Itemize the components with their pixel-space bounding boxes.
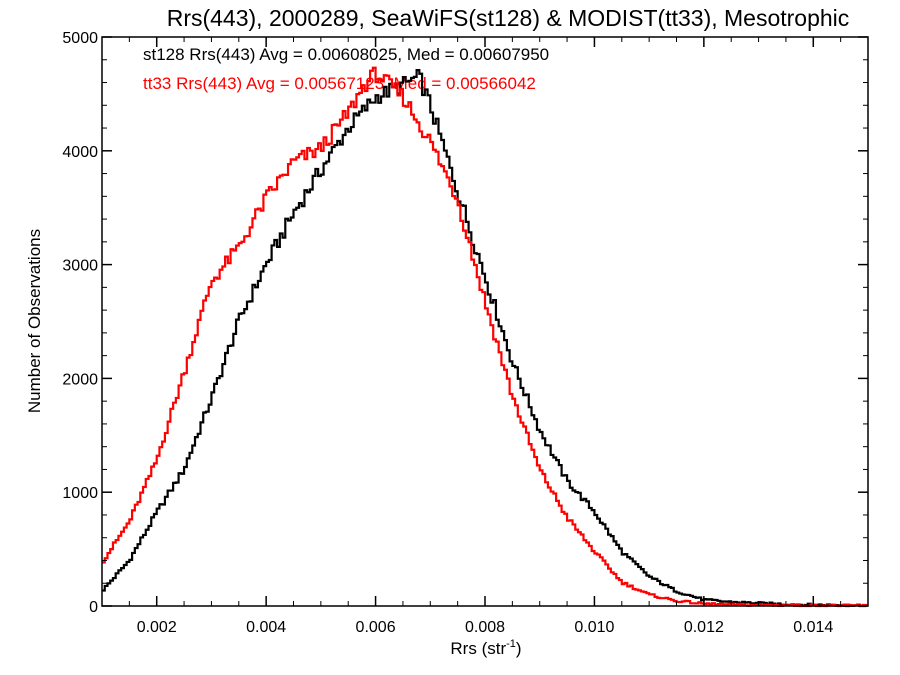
x-tick-label: 0.008 <box>465 619 505 636</box>
x-axis: 0.002 0.004 0.006 0.008 0.010 0.012 0.014 <box>128 37 842 636</box>
x-tick-label: 0.012 <box>684 619 724 636</box>
y-axis: 0 1000 2000 3000 4000 5000 <box>62 30 868 616</box>
x-axis-label: Rrs (str-1) <box>450 638 521 658</box>
series-2-histogram <box>102 66 868 608</box>
x-axis-label-close: ) <box>516 639 522 658</box>
x-axis-label-superscript: -1 <box>506 638 516 650</box>
y-tick-label: 0 <box>89 599 98 616</box>
x-axis-label-text: Rrs (str <box>450 639 506 658</box>
y-tick-label: 4000 <box>62 144 98 161</box>
y-axis-label: Number of Observations <box>25 229 44 413</box>
x-tick-label: 0.004 <box>246 619 286 636</box>
y-tick-label: 5000 <box>62 30 98 47</box>
y-tick-label: 2000 <box>62 371 98 388</box>
series-layer <box>102 66 868 608</box>
annotation-1: st128 Rrs(443) Avg = 0.00608025, Med = 0… <box>143 45 549 64</box>
series-1-histogram <box>102 69 868 608</box>
x-tick-label: 0.014 <box>793 619 833 636</box>
annotation-2: tt33 Rrs(443) Avg = 0.00567123, Med = 0.… <box>143 74 536 93</box>
y-tick-label: 3000 <box>62 258 98 275</box>
x-tick-label: 0.006 <box>356 619 396 636</box>
x-tick-label: 0.010 <box>574 619 614 636</box>
y-tick-label: 1000 <box>62 485 98 502</box>
x-tick-label: 0.002 <box>137 619 177 636</box>
chart-title: Rrs(443), 2000289, SeaWiFS(st128) & MODI… <box>167 5 850 31</box>
plot-frame <box>101 36 869 607</box>
annotations: st128 Rrs(443) Avg = 0.00608025, Med = 0… <box>143 45 549 93</box>
